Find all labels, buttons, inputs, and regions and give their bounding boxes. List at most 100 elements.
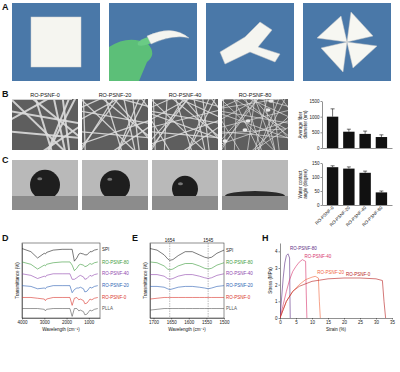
error-bar-stem: [348, 129, 349, 132]
y-tick-label: 50: [314, 189, 320, 194]
y-tick: 3: [275, 266, 280, 271]
droplet-image: [222, 160, 288, 210]
bar: [359, 173, 370, 205]
x-tick: 20: [342, 318, 348, 325]
sem-image: [82, 99, 148, 150]
x-axis-line: [323, 205, 393, 206]
fiber: [242, 99, 259, 150]
y-tick: 1000: [309, 115, 322, 120]
annotation-line: [208, 243, 209, 318]
y-tick-mark: [279, 301, 281, 302]
x-axis-title: Wavelength (cm⁻¹): [168, 327, 206, 332]
fiber: [258, 99, 288, 150]
droplet-highlight: [37, 177, 42, 180]
x-tick: 1550: [202, 318, 213, 325]
image-label: RO-PSNF-0: [30, 92, 60, 98]
y-axis-title-line: diameter (nm): [303, 110, 308, 139]
photo-background: [109, 3, 197, 81]
series-line: [280, 276, 320, 318]
y-tick: 100: [312, 175, 322, 180]
y-tick-mark: [321, 101, 323, 102]
series-line: [22, 249, 98, 262]
paper: [220, 22, 280, 64]
droplet: [100, 170, 130, 200]
error-bar: [363, 131, 367, 134]
fiber: [152, 101, 218, 130]
y-tick-mark: [321, 163, 323, 164]
y-tick-label: 0: [317, 146, 320, 151]
error-bar-cap: [347, 129, 351, 130]
panel-label: B: [2, 89, 9, 99]
fiber: [222, 99, 286, 129]
y-tick: 1500: [309, 99, 322, 104]
glove: [109, 40, 152, 81]
series-label: RO-PSNF-80: [226, 260, 253, 265]
series-label: RO-PSNF-0: [226, 295, 251, 300]
x-tick-label: 0: [279, 320, 282, 325]
series-label: RO-PSNF-20: [317, 270, 344, 275]
fiber: [163, 99, 218, 141]
y-axis: [150, 244, 151, 319]
x-tick: 25: [358, 318, 364, 325]
x-tick-label: 35: [390, 320, 396, 325]
y-tick-mark: [321, 191, 323, 192]
y-axis-title: Transmittance (%): [143, 262, 148, 299]
y-axis-title: Transmittance (%): [15, 262, 20, 299]
photo: [109, 3, 197, 81]
x-tick: 15: [326, 318, 332, 325]
y-axis: 050100150: [312, 161, 323, 208]
y-tick: 1: [275, 299, 280, 304]
y-tick-mark: [279, 285, 281, 286]
y-tick: 4: [275, 249, 280, 254]
sem-image: [152, 99, 218, 150]
fiber: [82, 99, 124, 150]
x-axis: [323, 148, 393, 149]
y-tick-label: 2: [275, 283, 278, 288]
x-tick: 10: [310, 318, 316, 325]
y-axis: 050010001500: [309, 99, 322, 151]
fiber: [222, 129, 286, 137]
sem-image: [12, 99, 78, 150]
bar: [359, 134, 370, 148]
figure: ABCDEHRO-PSNF-0RO-PSNF-20RO-PSNF-40RO-PS…: [0, 0, 400, 372]
x-tick-label: 1600: [184, 320, 195, 325]
series-line: [150, 274, 224, 280]
x-tick-label: 10: [310, 320, 316, 325]
photo-background: [206, 3, 294, 81]
y-axis: [22, 244, 23, 319]
error-bar: [379, 191, 383, 192]
x-tick: 1000: [84, 318, 95, 325]
error-bar-cap: [379, 191, 383, 192]
annotation: 1654: [165, 238, 176, 243]
x-axis-title: Strain (%): [326, 327, 347, 332]
annotation-line: [169, 243, 170, 318]
plot-area: [280, 254, 386, 318]
fiber: [250, 99, 277, 150]
pinwheel-blade: [347, 12, 373, 42]
fiber: [152, 112, 218, 150]
surface: [222, 196, 288, 210]
fiber: [20, 99, 78, 150]
series-label: RO-PSNF-80: [102, 260, 129, 265]
surface: [82, 196, 148, 210]
y-tick-label: 1000: [309, 115, 320, 120]
y-tick-mark: [321, 148, 323, 149]
droplet-highlight: [107, 178, 112, 181]
x-axis: 4000300020001000: [17, 318, 100, 325]
bead: [266, 108, 271, 112]
x-tick: 35: [390, 318, 396, 325]
x-axis: 05101520253035: [279, 318, 395, 325]
paper: [31, 17, 81, 67]
x-tick: 0: [279, 318, 282, 325]
y-tick: 2: [275, 283, 280, 288]
fiber: [222, 106, 288, 127]
series-label: RO-PSNF-0: [346, 272, 371, 277]
panel-label: E: [132, 233, 138, 243]
y-axis-title-line: angle (degree): [303, 169, 308, 199]
fiber: [233, 99, 276, 150]
plot-area: [327, 166, 387, 205]
x-tick: 1700: [149, 318, 160, 325]
y-axis-line: [322, 164, 323, 206]
bead: [269, 99, 274, 103]
series-line: [280, 260, 307, 318]
